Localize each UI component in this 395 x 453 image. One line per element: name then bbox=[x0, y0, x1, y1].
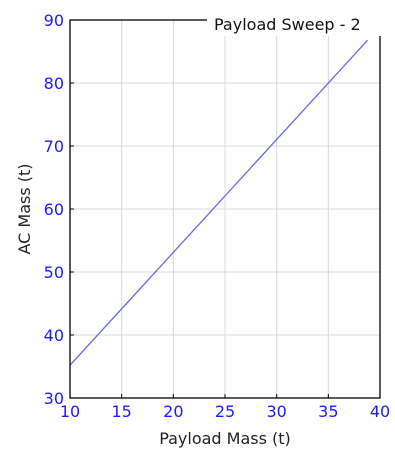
chart-title: Payload Sweep - 2 bbox=[214, 15, 361, 34]
x-tick-label: 30 bbox=[266, 402, 286, 421]
y-tick-layer: 30 40 50 60 70 80 90 bbox=[44, 11, 74, 408]
chart-title-background bbox=[207, 10, 395, 36]
series-layer bbox=[69, 39, 369, 366]
x-tick-layer: 10 15 20 25 30 35 40 bbox=[60, 394, 390, 421]
x-tick-label: 15 bbox=[111, 402, 131, 421]
x-tick-label: 20 bbox=[163, 402, 183, 421]
y-tick-label: 50 bbox=[44, 263, 64, 282]
y-tick-label: 30 bbox=[44, 389, 64, 408]
x-axis-label: Payload Mass (t) bbox=[159, 429, 291, 448]
x-tick-label: 10 bbox=[60, 402, 80, 421]
y-tick-label: 80 bbox=[44, 74, 64, 93]
x-tick-label: 25 bbox=[215, 402, 235, 421]
x-tick-label: 40 bbox=[370, 402, 390, 421]
y-tick-label: 40 bbox=[44, 326, 64, 345]
y-tick-label: 60 bbox=[44, 200, 64, 219]
y-tick-label: 70 bbox=[44, 137, 64, 156]
y-axis-label: AC Mass (t) bbox=[15, 163, 34, 254]
y-tick-label: 90 bbox=[44, 11, 64, 30]
x-tick-label: 35 bbox=[318, 402, 338, 421]
series-line bbox=[69, 39, 369, 366]
